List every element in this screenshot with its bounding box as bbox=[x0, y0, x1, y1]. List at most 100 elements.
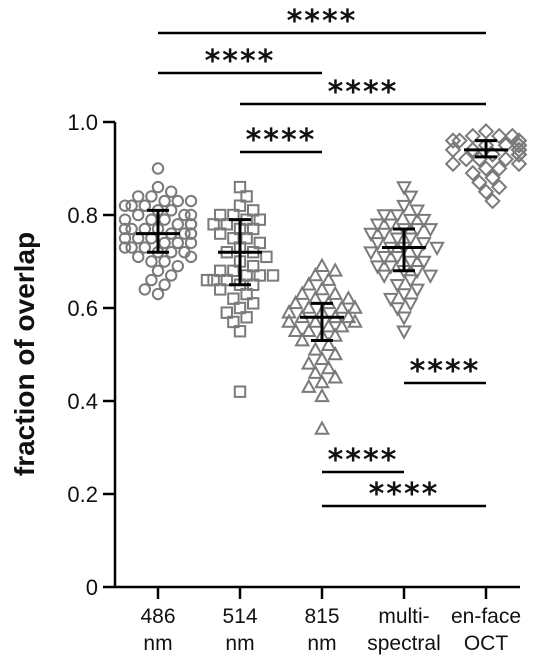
data-point bbox=[294, 331, 311, 347]
y-tick-label: 1.0 bbox=[67, 110, 98, 135]
data-point bbox=[253, 269, 267, 282]
data-point bbox=[266, 269, 280, 282]
data-point bbox=[307, 341, 324, 356]
data-point bbox=[145, 213, 158, 226]
data-point bbox=[145, 190, 158, 203]
data-point bbox=[158, 236, 171, 250]
data-point bbox=[307, 313, 324, 328]
x-category-label-line2: nm bbox=[143, 632, 172, 655]
data-point bbox=[415, 237, 432, 252]
significance-label: **** bbox=[410, 354, 481, 389]
data-point bbox=[184, 250, 198, 264]
data-point bbox=[118, 241, 132, 254]
data-point bbox=[504, 127, 521, 145]
data-point bbox=[382, 260, 399, 275]
data-point bbox=[214, 208, 227, 222]
data-point bbox=[327, 369, 344, 384]
data-point bbox=[320, 336, 337, 351]
data-point bbox=[184, 236, 198, 250]
x-category-label-line2: nm bbox=[225, 632, 254, 655]
data-point bbox=[281, 313, 297, 328]
y-tick-label: 0.8 bbox=[67, 203, 98, 228]
significance-label: **** bbox=[328, 443, 399, 478]
data-point bbox=[125, 241, 138, 254]
data-point bbox=[184, 194, 198, 208]
data-point bbox=[497, 150, 515, 168]
data-point bbox=[429, 241, 445, 257]
data-point bbox=[490, 160, 508, 177]
data-point bbox=[118, 222, 132, 236]
data-point bbox=[402, 274, 419, 289]
data-point bbox=[247, 204, 260, 217]
x-category-label-line1: 815 bbox=[304, 605, 339, 628]
data-point bbox=[389, 278, 406, 294]
data-point bbox=[333, 299, 350, 314]
data-point bbox=[382, 292, 399, 308]
data-point bbox=[171, 194, 185, 208]
data-point bbox=[490, 178, 508, 196]
data-point bbox=[477, 160, 495, 177]
data-point bbox=[340, 308, 357, 324]
significance-label: **** bbox=[246, 123, 317, 158]
y-axis-title: fraction of overlap bbox=[9, 232, 40, 476]
data-point bbox=[138, 241, 152, 254]
data-point bbox=[340, 290, 357, 305]
data-point bbox=[327, 345, 344, 361]
data-point bbox=[477, 183, 495, 200]
data-point bbox=[220, 273, 234, 287]
data-point bbox=[422, 223, 439, 238]
data-point bbox=[233, 199, 247, 212]
data-point bbox=[214, 283, 227, 296]
data-point bbox=[171, 236, 185, 250]
data-point bbox=[396, 199, 412, 215]
data-point bbox=[409, 204, 426, 219]
data-point bbox=[184, 208, 198, 222]
data-point bbox=[207, 273, 220, 287]
data-point bbox=[247, 297, 260, 310]
y-tick-label: 0.6 bbox=[67, 296, 98, 321]
data-point bbox=[327, 285, 344, 300]
data-point bbox=[347, 313, 363, 328]
data-point bbox=[444, 132, 462, 149]
data-point bbox=[253, 213, 267, 226]
data-point bbox=[402, 190, 419, 205]
data-point bbox=[240, 311, 253, 324]
data-point bbox=[510, 141, 528, 159]
data-point bbox=[471, 174, 488, 191]
data-point bbox=[369, 218, 386, 233]
data-point bbox=[207, 218, 220, 231]
data-point bbox=[444, 155, 462, 173]
data-point bbox=[490, 127, 508, 145]
y-tick-label: 0 bbox=[86, 575, 98, 600]
data-point bbox=[287, 322, 304, 338]
data-point bbox=[125, 222, 138, 236]
data-point bbox=[233, 301, 247, 315]
data-point bbox=[409, 283, 426, 298]
data-point bbox=[327, 262, 344, 277]
y-tick-label: 0.4 bbox=[67, 389, 98, 414]
data-point bbox=[402, 297, 419, 312]
data-point bbox=[178, 208, 191, 222]
x-category-label-line1: multi- bbox=[378, 605, 429, 628]
data-point bbox=[233, 385, 247, 398]
data-point bbox=[165, 185, 178, 198]
data-point bbox=[389, 232, 406, 247]
data-point bbox=[158, 194, 171, 208]
data-point bbox=[396, 288, 412, 303]
data-point bbox=[396, 181, 412, 196]
x-category-label-line1: 514 bbox=[222, 605, 257, 628]
data-point bbox=[158, 255, 171, 268]
data-point bbox=[200, 273, 214, 287]
data-point bbox=[402, 213, 419, 229]
data-point bbox=[464, 141, 482, 159]
data-point bbox=[363, 227, 379, 243]
data-point bbox=[314, 257, 330, 272]
data-point bbox=[314, 373, 330, 389]
data-point bbox=[320, 318, 337, 333]
data-point bbox=[294, 285, 311, 300]
data-point bbox=[464, 164, 482, 182]
data-point bbox=[382, 218, 399, 233]
data-point bbox=[158, 213, 171, 226]
data-point bbox=[220, 218, 234, 231]
